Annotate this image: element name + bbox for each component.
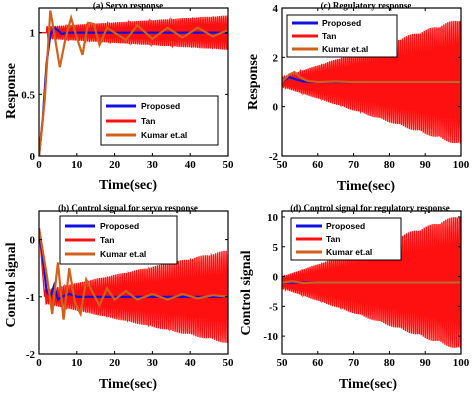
x-tick-label: 70	[348, 159, 360, 171]
legend-label-tan: Tan	[322, 31, 336, 41]
y-tick-label: -1	[26, 292, 35, 304]
x-tick-label: 60	[312, 159, 324, 171]
x-tick-label: 0	[36, 357, 42, 369]
plot-area: 0 10 20 30 40 50 0 0.5 1	[21, 7, 235, 171]
series-kumar	[39, 10, 228, 156]
x-axis-label: Time(sec)	[99, 377, 157, 392]
legend-label-tan: Tan	[100, 235, 114, 245]
legend-label-proposed: Proposed	[100, 221, 139, 231]
plot-frame	[281, 210, 462, 355]
plot-frame	[281, 7, 462, 157]
y-tick-label: 4	[273, 3, 279, 15]
y-axis-label: Control signal	[239, 250, 254, 335]
x-axis-label: Time(sec)	[99, 178, 157, 193]
chart-title: (d) Control signal for regulatory respon…	[290, 203, 450, 213]
x-tick-label: 10	[71, 159, 83, 171]
series-proposed	[39, 26, 228, 156]
legend-label-proposed: Proposed	[141, 101, 180, 111]
x-tick-label: 30	[147, 159, 159, 171]
y-axis-label: Response	[4, 63, 19, 119]
y-tick-label: -5	[269, 301, 279, 313]
x-tick-label: 90	[420, 357, 432, 369]
legend-label-tan: Tan	[326, 234, 340, 244]
legend-label-kumar: Kumar et.al	[141, 130, 187, 140]
x-tick-label: 50	[277, 357, 289, 369]
x-tick-label: 50	[223, 159, 235, 171]
y-tick-label: -2	[26, 349, 36, 361]
plot-area: 50 60 70 80 90 100 -10 -5 0 5 10	[263, 210, 470, 369]
legend: Proposed Tan Kumar et.al	[290, 217, 402, 261]
x-tick-label: 40	[185, 159, 197, 171]
series-kumar	[39, 227, 228, 320]
x-tick-label: 20	[109, 159, 121, 171]
y-tick-label: 0	[30, 151, 36, 163]
y-tick-label: 0.5	[21, 89, 35, 101]
plot-area: 0 10 20 30 40 50 -2 -1 0	[26, 210, 235, 369]
y-axis-label: Response	[246, 54, 261, 110]
y-tick-label: 5	[273, 242, 279, 254]
plot-area: 50 60 70 80 90 100 -2 0 2 4	[269, 3, 470, 171]
panel-control-signal-servo: (b) Control signal for servo response Co…	[4, 203, 234, 392]
legend-label-proposed: Proposed	[326, 221, 365, 231]
legend-label-proposed: Proposed	[322, 18, 361, 28]
series-tan	[39, 228, 228, 343]
panel-servo-response: (a) Servo response Response Time(sec) 0 1…	[4, 1, 234, 194]
x-tick-label: 0	[36, 159, 42, 171]
series-kumar	[282, 70, 461, 84]
series-tan	[282, 217, 461, 349]
series-kumar	[282, 280, 461, 285]
y-tick-label: -2	[269, 151, 279, 163]
x-tick-label: 80	[384, 159, 396, 171]
legend: Proposed Tan Kumar et.al	[59, 215, 178, 265]
y-tick-label: 0	[30, 235, 36, 247]
legend-label-kumar: Kumar et.al	[322, 44, 368, 54]
legend: Proposed Tan Kumar et.al	[286, 14, 398, 58]
legend-label-kumar: Kumar et.al	[100, 249, 146, 259]
chart-title: (a) Servo response	[93, 1, 163, 11]
x-axis-label: Time(sec)	[339, 377, 397, 392]
x-tick-label: 20	[109, 357, 121, 369]
y-tick-label: 2	[273, 52, 279, 64]
legend: Proposed Tan Kumar et.al	[100, 95, 219, 146]
legend-box	[59, 215, 178, 265]
y-tick-label: -10	[263, 331, 278, 343]
plot-frame	[38, 7, 229, 157]
y-tick-label: 10	[267, 212, 279, 224]
x-tick-label: 100	[453, 357, 470, 369]
plot-frame	[38, 210, 229, 355]
chart-title: (b) Control signal for servo response	[58, 203, 198, 213]
panel-regulatory-response: (c) Regulatory response Response Time(se…	[246, 1, 470, 195]
x-tick-label: 70	[348, 357, 360, 369]
panel-control-signal-regulatory: (d) Control signal for regulatory respon…	[239, 203, 470, 392]
y-tick-label: 0	[273, 272, 279, 284]
x-tick-label: 50	[277, 159, 289, 171]
x-tick-label: 40	[185, 357, 197, 369]
chart-title: (c) Regulatory response	[321, 1, 412, 11]
x-axis-label: Time(sec)	[337, 179, 395, 194]
series-tan	[282, 20, 461, 144]
x-tick-label: 30	[147, 357, 159, 369]
x-tick-label: 100	[453, 159, 470, 171]
x-tick-label: 10	[71, 357, 83, 369]
x-tick-label: 60	[312, 357, 324, 369]
x-tick-label: 80	[384, 357, 396, 369]
legend-label-tan: Tan	[141, 116, 155, 126]
y-axis-label: Control signal	[4, 242, 19, 327]
x-tick-label: 50	[223, 357, 235, 369]
legend-label-kumar: Kumar et.al	[326, 247, 372, 257]
y-tick-label: 0	[273, 102, 279, 114]
x-tick-label: 90	[420, 159, 432, 171]
y-tick-label: 1	[30, 28, 36, 40]
